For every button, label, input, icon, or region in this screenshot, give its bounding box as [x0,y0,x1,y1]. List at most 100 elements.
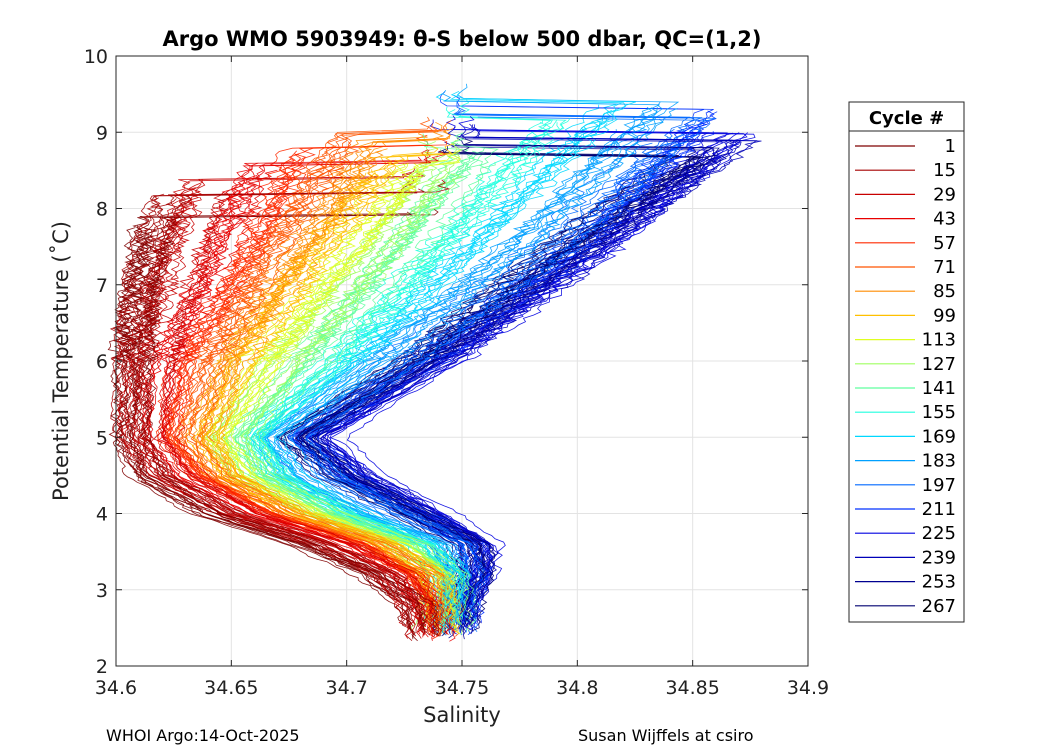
series-line-cycle-253 [310,144,720,635]
series-line-cycle-127 [246,178,467,626]
y-tick-label: 9 [96,122,108,144]
x-tick-label: 34.7 [326,677,368,699]
series-line-cycle-155 [254,109,554,630]
series-line-cycle-1 [114,211,417,637]
series-line-cycle-197 [275,142,653,632]
series-line-cycle-127 [240,136,464,636]
series-line-cycle-99 [192,172,438,623]
legend-entry-label: 43 [933,209,956,230]
x-tick-label: 34.8 [556,677,598,699]
series-line-cycle-155 [250,138,531,626]
series-line-cycle-99 [215,170,459,618]
ticks: 34.6 34.65 34.7 34.75 34.8 34.85 34.9 2 3 4 5 6 7 8 9 1… [84,46,829,699]
series-line-cycle-99 [216,153,459,628]
series-line-cycle-267 [311,154,716,632]
legend-entry-label: 239 [922,547,956,568]
series-line-cycle-211 [305,121,706,625]
legend-entry-label: 15 [933,160,956,181]
series-line-cycle-113 [230,173,458,631]
y-tick-label: 5 [96,427,108,449]
series-line-cycle-239 [321,124,762,624]
series-line-cycle-85 [198,121,445,635]
x-tick-label: 34.75 [435,677,489,699]
series-group [107,83,762,642]
x-tick-label: 34.9 [787,677,829,699]
y-tick-label: 10 [84,46,108,68]
series-line-cycle-183 [273,101,663,623]
legend-entry-label: 29 [933,184,956,205]
series-line-cycle-211 [292,123,692,629]
series-line-cycle-197 [296,100,703,620]
series-line-cycle-71 [197,147,460,637]
series-line-cycle-71 [185,123,445,625]
y-tick-label: 2 [96,656,108,678]
series-line-cycle-267 [275,164,655,621]
series-line-cycle-29 [160,189,451,635]
series-line-cycle-197 [296,136,669,632]
legend-entry-label: 155 [922,402,956,423]
y-tick-label: 4 [96,504,108,526]
series-line-cycle-15 [135,194,436,633]
legend-entry-label: 113 [922,330,956,351]
series-line-cycle-99 [218,142,456,628]
series-line-cycle-113 [212,163,449,627]
series-line-cycle-141 [234,156,476,623]
x-axis-label: Salinity [423,703,501,727]
footer-left: WHOI Argo:14-Oct-2025 [106,726,300,745]
series-line-cycle-57 [167,167,431,634]
series-line-cycle-155 [257,122,560,625]
series-line-cycle-169 [250,125,587,626]
x-tick-label: 34.85 [665,677,719,699]
series-line-cycle-1 [113,238,418,642]
series-line-cycle-183 [283,83,680,633]
legend-entry-label: 169 [922,426,956,447]
legend-entry-label: 225 [922,523,956,544]
legend-entry-label: 71 [933,257,956,278]
series-line-cycle-197 [305,114,716,621]
series-line-cycle-225 [346,124,756,619]
y-tick-label: 3 [96,580,108,602]
series-line-cycle-85 [199,125,452,620]
series-line-cycle-127 [207,151,439,623]
legend: Cycle #1 15 29 43 57 71 85 99 113 127 141 155 169 183… [848,101,965,623]
y-tick-label: 7 [96,275,108,297]
series-line-cycle-1 [125,227,426,632]
series-line-cycle-1 [144,236,440,637]
legend-entry-label: 1 [945,136,956,157]
series-line-cycle-225 [329,116,748,631]
series-line-cycle-43 [148,149,432,638]
footer-right: Susan Wijffels at csiro [578,726,754,745]
series-line-cycle-43 [159,162,436,638]
series-line-cycle-169 [259,121,594,630]
series-line-cycle-127 [256,173,473,632]
series-line-cycle-15 [131,217,426,636]
series-line-cycle-71 [188,128,444,624]
y-tick-label: 6 [96,351,108,373]
series-line-cycle-169 [263,119,610,627]
series-line-cycle-85 [205,135,454,629]
legend-entry-label: 127 [922,354,956,375]
series-line-cycle-1 [128,235,431,636]
legend-entry-label: 141 [922,378,956,399]
series-line-cycle-155 [262,117,571,618]
legend-entry-label: 211 [922,499,956,520]
series-line-cycle-267 [278,148,680,630]
legend-entry-label: 197 [922,475,956,496]
series-line-cycle-267 [296,165,692,627]
legend-entry-label: 85 [933,281,956,302]
series-line-cycle-15 [138,179,451,637]
series-line-cycle-267 [283,150,676,636]
series-line-cycle-183 [290,118,664,631]
legend-entry-label: 267 [922,596,956,617]
chart-title: Argo WMO 5903949: θ-S below 500 dbar, QC… [163,27,762,51]
legend-entry-label: 183 [922,451,956,472]
legend-title: Cycle # [869,108,944,129]
legend-entry-label: 99 [933,305,956,326]
series-line-cycle-57 [167,167,442,621]
legend-box [848,101,965,623]
legend-entry-label: 253 [922,572,956,593]
series-line-cycle-1 [107,227,407,626]
y-tick-label: 8 [96,199,108,221]
series-line-cycle-141 [234,154,475,623]
